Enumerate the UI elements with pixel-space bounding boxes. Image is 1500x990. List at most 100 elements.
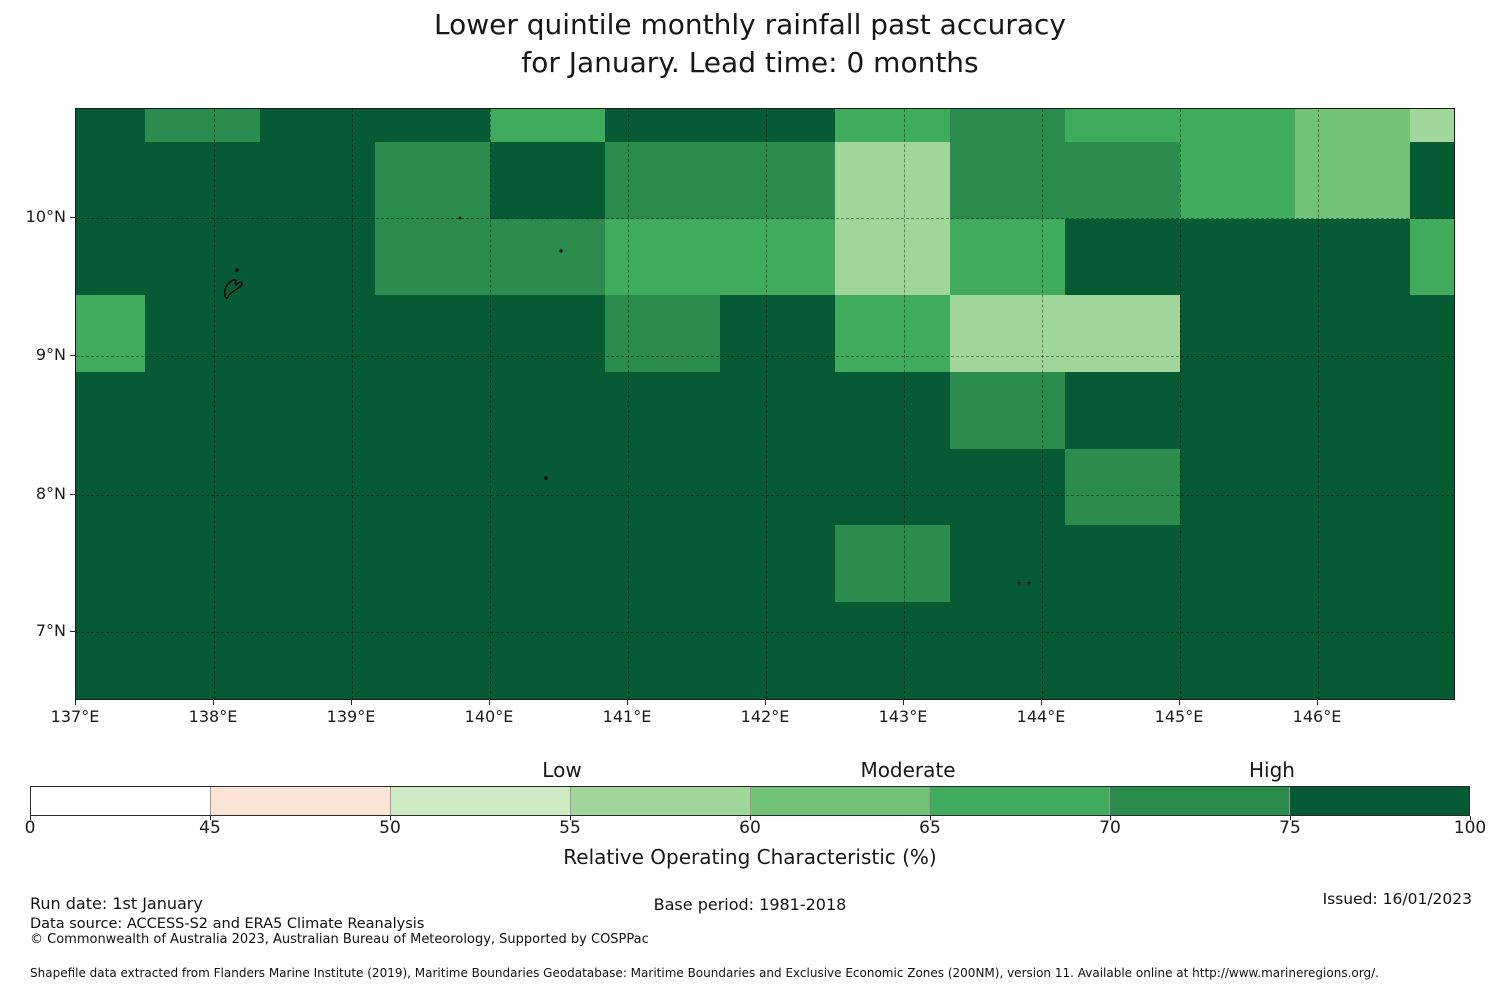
chart-title: Lower quintile monthly rainfall past acc… [0, 6, 1500, 82]
colorbar-tick-label: 60 [739, 818, 761, 838]
map-cell [1410, 602, 1454, 679]
map-cell [605, 219, 720, 295]
map-cell [835, 602, 950, 679]
map-cell [1180, 679, 1295, 699]
colorbar-tick [1110, 816, 1111, 820]
map-cell [1180, 372, 1295, 449]
colorbar-segment [1289, 787, 1469, 815]
map-cell [835, 109, 950, 142]
island-dot [1017, 581, 1021, 585]
x-axis-tick-label: 143°E [878, 707, 928, 726]
colorbar-tick [390, 816, 391, 820]
x-axis-tick [1317, 700, 1318, 705]
map-cell [145, 525, 260, 602]
map-cell [605, 602, 720, 679]
map-cell [260, 602, 375, 679]
map-cell [260, 219, 375, 295]
data-source-text: Data source: ACCESS-S2 and ERA5 Climate … [30, 916, 425, 932]
map-cell [1065, 602, 1180, 679]
y-axis-tick-label: 8°N [35, 484, 66, 503]
map-cell [1410, 449, 1454, 525]
map-cell [1410, 679, 1454, 699]
colorbar-tick [570, 816, 571, 820]
map-cell [835, 525, 950, 602]
colorbar-tick-label: 55 [559, 818, 581, 838]
chart-title-line2: for January. Lead time: 0 months [521, 46, 979, 79]
map-cell [1180, 449, 1295, 525]
map-cell [375, 602, 490, 679]
map-cell [1180, 109, 1295, 142]
colorbar-tick-label: 0 [24, 818, 36, 838]
x-axis-tick-label: 146°E [1292, 707, 1342, 726]
map-cell [720, 679, 835, 699]
map-cell [145, 602, 260, 679]
map-cell [76, 679, 145, 699]
map-cell [835, 142, 950, 219]
map-cell [835, 679, 950, 699]
map-cell [1065, 109, 1180, 142]
map-cell [375, 109, 490, 142]
map-cell [490, 679, 605, 699]
y-axis-tick-label: 10°N [25, 207, 66, 226]
map-cell [490, 372, 605, 449]
island-dot [458, 216, 462, 220]
map-cell [1295, 602, 1410, 679]
map-cell [1295, 295, 1410, 372]
map-cell [76, 142, 145, 219]
map-cell [950, 142, 1065, 219]
island-islet [235, 268, 239, 272]
map-cell [950, 449, 1065, 525]
map-cell [490, 109, 605, 142]
map-cell [145, 142, 260, 219]
colorbar-tick-label: 50 [379, 818, 401, 838]
longitude-gridline [904, 109, 905, 699]
map-cell [260, 372, 375, 449]
map-cell [1295, 449, 1410, 525]
map-cell [490, 449, 605, 525]
colorbar-tick [1470, 816, 1471, 820]
map-cell [605, 525, 720, 602]
map-plot [75, 108, 1455, 700]
map-cell [145, 109, 260, 142]
map-cell [490, 295, 605, 372]
map-cell [950, 295, 1065, 372]
map-cell [950, 602, 1065, 679]
map-cell [76, 219, 145, 295]
map-cell [1180, 219, 1295, 295]
y-axis-tick-label: 9°N [35, 345, 66, 364]
x-axis-tick [903, 700, 904, 705]
map-cell [145, 679, 260, 699]
map-cell [720, 109, 835, 142]
colorbar-segment [389, 787, 570, 815]
map-cell [1410, 372, 1454, 449]
map-cell [720, 219, 835, 295]
map-cell [1295, 372, 1410, 449]
map-cell [720, 372, 835, 449]
longitude-gridline [766, 109, 767, 699]
x-axis-tick-label: 137°E [50, 707, 100, 726]
longitude-gridline [628, 109, 629, 699]
x-axis-tick [75, 700, 76, 705]
chart-title-line1: Lower quintile monthly rainfall past acc… [433, 8, 1066, 41]
y-axis-tick [70, 217, 75, 218]
map-cell [375, 449, 490, 525]
map-cell [1180, 525, 1295, 602]
island-dot [544, 476, 548, 480]
latitude-gridline [76, 356, 1454, 357]
map-cell [1180, 142, 1295, 219]
map-cell [1295, 109, 1410, 142]
map-cell [720, 142, 835, 219]
x-axis-tick-label: 138°E [188, 707, 238, 726]
colorbar-tick [750, 816, 751, 820]
colorbar-tick [210, 816, 211, 820]
x-axis-tick [1041, 700, 1042, 705]
map-cell [835, 295, 950, 372]
map-cell [145, 372, 260, 449]
run-date-text: Run date: 1st January [30, 894, 203, 913]
map-cell [605, 109, 720, 142]
island-shapes-overlay [223, 216, 1031, 585]
colorbar-tick-label: 45 [199, 818, 221, 838]
map-cell [1065, 679, 1180, 699]
map-cell [375, 372, 490, 449]
base-period-text: Base period: 1981-2018 [653, 895, 847, 914]
